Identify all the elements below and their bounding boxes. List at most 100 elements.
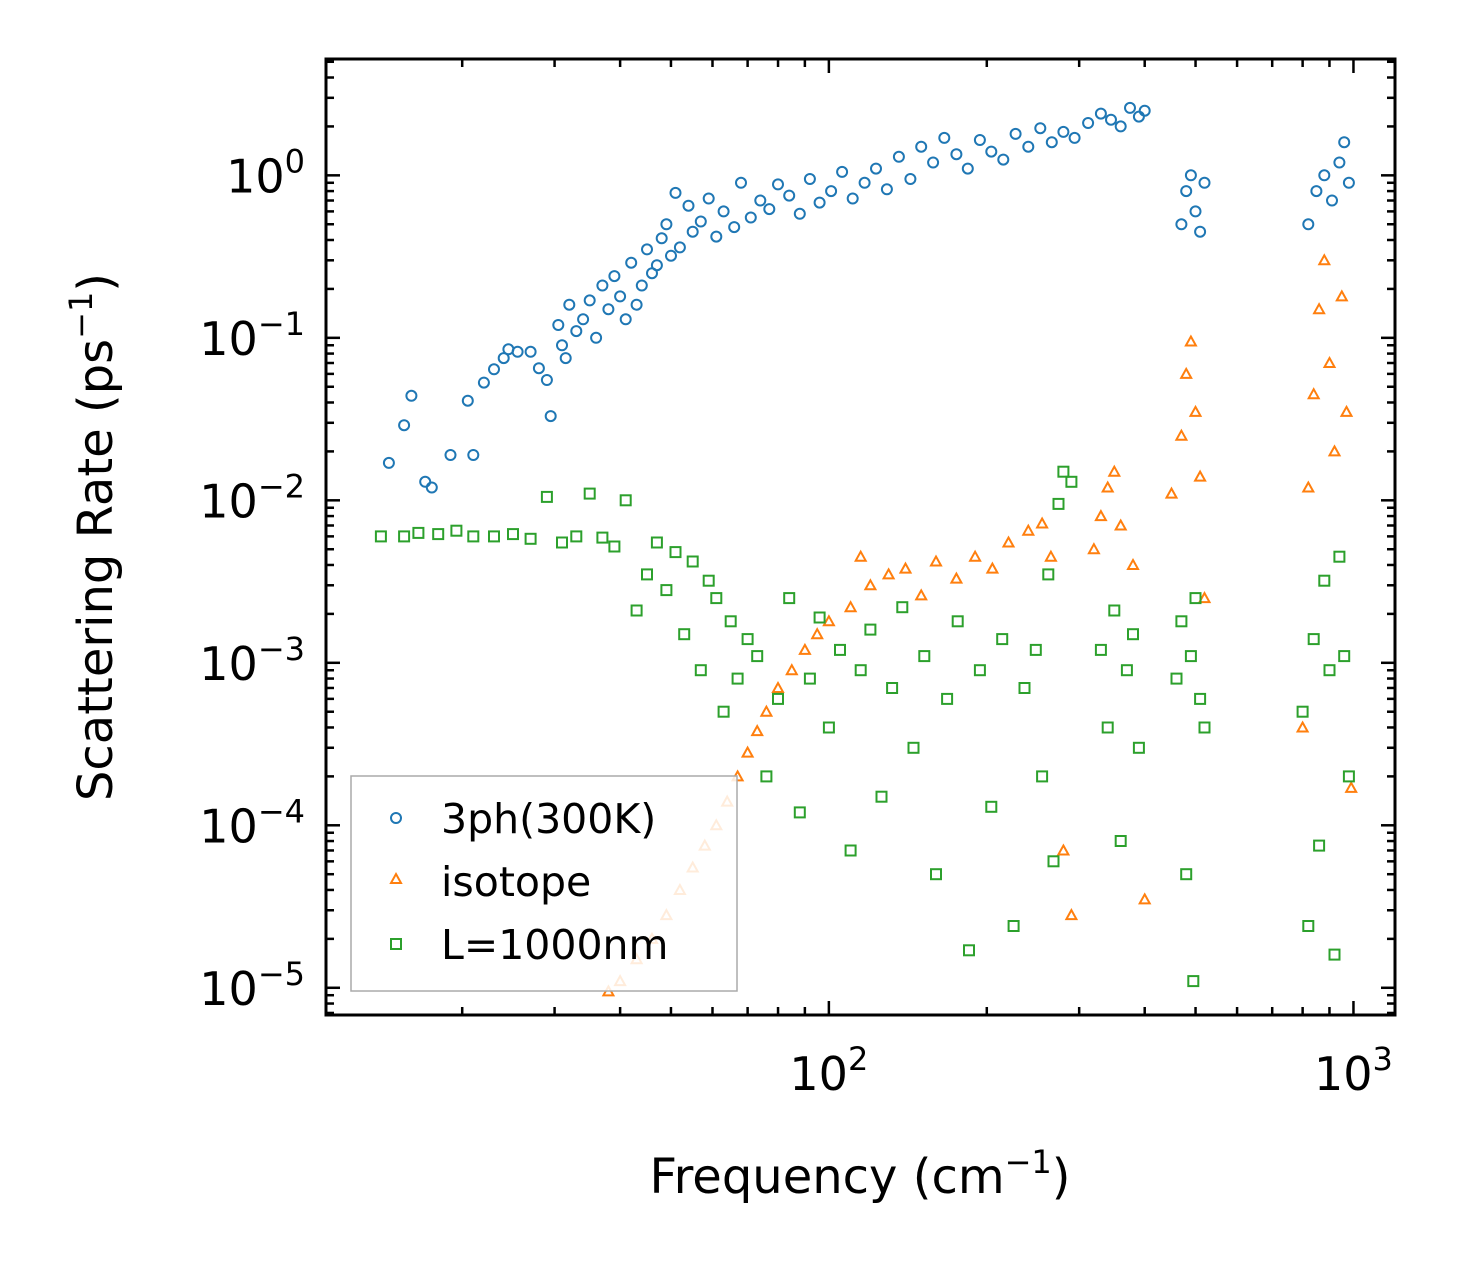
point-circle-0-37 xyxy=(660,218,673,231)
point-triangle-1-58 xyxy=(1344,780,1358,793)
point-square-2-14 xyxy=(608,540,621,553)
point-circle-0-15 xyxy=(540,374,553,386)
point-square-2-83 xyxy=(1323,664,1336,677)
point-square-2-87 xyxy=(1342,770,1355,783)
point-square-2-59 xyxy=(1047,855,1060,868)
point-triangle-1-32 xyxy=(1044,549,1058,562)
point-circle-0-27 xyxy=(608,270,621,283)
point-triangle-1-23 xyxy=(898,561,913,574)
legend-marker-isotope xyxy=(389,871,403,884)
point-circle-0-6 xyxy=(461,394,474,407)
point-circle-0-16 xyxy=(544,410,557,423)
point-circle-0-0 xyxy=(382,456,395,469)
point-square-2-85 xyxy=(1333,550,1346,563)
point-square-2-47 xyxy=(930,868,942,881)
point-circle-0-66 xyxy=(927,156,940,169)
point-square-2-77 xyxy=(1198,721,1211,734)
point-square-2-40 xyxy=(854,664,867,677)
point-triangle-1-16 xyxy=(798,642,812,655)
legend-label-3ph: 3ph(300K) xyxy=(441,795,656,843)
point-square-2-49 xyxy=(951,615,964,628)
point-square-2-27 xyxy=(724,615,737,628)
point-circle-0-79 xyxy=(1082,117,1095,129)
point-square-2-76 xyxy=(1194,692,1207,705)
point-triangle-1-53 xyxy=(1317,253,1331,266)
point-square-2-67 xyxy=(1120,664,1133,677)
point-circle-0-68 xyxy=(950,148,963,161)
point-square-2-4 xyxy=(450,524,463,537)
point-circle-0-56 xyxy=(813,196,826,209)
point-triangle-1-37 xyxy=(1101,480,1115,493)
point-square-2-37 xyxy=(822,721,835,734)
point-triangle-1-42 xyxy=(1164,486,1179,499)
point-triangle-1-50 xyxy=(1301,480,1315,493)
point-circle-0-42 xyxy=(686,225,699,238)
point-triangle-1-26 xyxy=(949,571,964,584)
point-triangle-1-56 xyxy=(1335,289,1349,302)
point-square-2-18 xyxy=(650,536,663,549)
point-circle-0-50 xyxy=(754,194,767,207)
point-square-2-61 xyxy=(1057,465,1070,478)
point-square-2-48 xyxy=(941,692,954,705)
point-triangle-1-31 xyxy=(1035,516,1049,529)
point-circle-0-41 xyxy=(682,199,695,212)
legend-marker-l1000nm xyxy=(390,938,402,950)
point-triangle-1-48 xyxy=(1197,591,1212,604)
point-circle-0-63 xyxy=(892,150,905,163)
legend-marker-3ph xyxy=(390,812,402,824)
point-triangle-1-47 xyxy=(1193,469,1207,482)
point-circle-0-49 xyxy=(744,211,757,224)
point-circle-0-35 xyxy=(650,259,663,272)
point-square-2-9 xyxy=(540,490,553,503)
point-square-2-29 xyxy=(741,633,754,646)
point-square-2-23 xyxy=(694,664,707,677)
legend-label-l1000nm: L=1000nm xyxy=(441,921,668,969)
point-circle-0-70 xyxy=(973,134,986,146)
point-square-2-52 xyxy=(985,800,998,813)
point-triangle-1-35 xyxy=(1087,542,1101,555)
point-circle-0-80 xyxy=(1094,107,1107,120)
point-triangle-1-17 xyxy=(810,627,824,640)
point-square-2-19 xyxy=(660,584,673,597)
point-triangle-1-46 xyxy=(1188,404,1203,417)
point-circle-0-26 xyxy=(602,303,615,316)
y-axis-label: Scattering Rate (ps−1) xyxy=(62,273,124,801)
point-circle-0-88 xyxy=(1184,169,1197,182)
point-circle-0-4 xyxy=(425,481,438,494)
point-circle-0-78 xyxy=(1068,131,1081,144)
point-square-2-33 xyxy=(783,592,796,605)
point-square-2-82 xyxy=(1318,574,1331,587)
point-triangle-1-29 xyxy=(1001,535,1016,548)
point-circle-0-13 xyxy=(524,345,537,358)
major-ticks xyxy=(326,59,1395,1015)
legend-label-isotope: isotope xyxy=(441,858,591,906)
legend: 3ph(300K) isotope L=1000nm xyxy=(350,775,738,992)
point-square-2-57 xyxy=(1036,770,1049,783)
point-circle-0-21 xyxy=(570,325,583,338)
point-triangle-1-57 xyxy=(1339,404,1354,417)
point-square-2-2 xyxy=(412,526,425,539)
point-square-2-5 xyxy=(467,530,480,543)
point-square-2-38 xyxy=(834,643,846,656)
point-triangle-1-33 xyxy=(1056,843,1071,856)
point-triangle-1-11 xyxy=(740,745,755,758)
point-square-2-60 xyxy=(1052,497,1065,510)
point-circle-0-43 xyxy=(694,215,707,228)
point-square-2-84 xyxy=(1328,948,1341,961)
point-circle-0-40 xyxy=(673,241,686,254)
point-triangle-1-12 xyxy=(750,724,764,737)
point-circle-0-39 xyxy=(669,186,682,199)
plot-frame xyxy=(324,57,1397,1017)
point-circle-0-17 xyxy=(552,319,565,331)
point-square-2-65 xyxy=(1108,604,1121,617)
point-circle-0-18 xyxy=(556,339,568,352)
point-circle-0-29 xyxy=(619,313,632,326)
point-circle-0-57 xyxy=(825,185,838,198)
point-square-2-22 xyxy=(686,555,699,568)
point-circle-0-90 xyxy=(1194,225,1207,238)
point-circle-0-19 xyxy=(559,352,572,365)
point-circle-0-52 xyxy=(772,178,784,191)
point-triangle-1-19 xyxy=(843,600,858,613)
point-square-2-73 xyxy=(1184,650,1197,663)
point-triangle-1-49 xyxy=(1295,720,1310,733)
